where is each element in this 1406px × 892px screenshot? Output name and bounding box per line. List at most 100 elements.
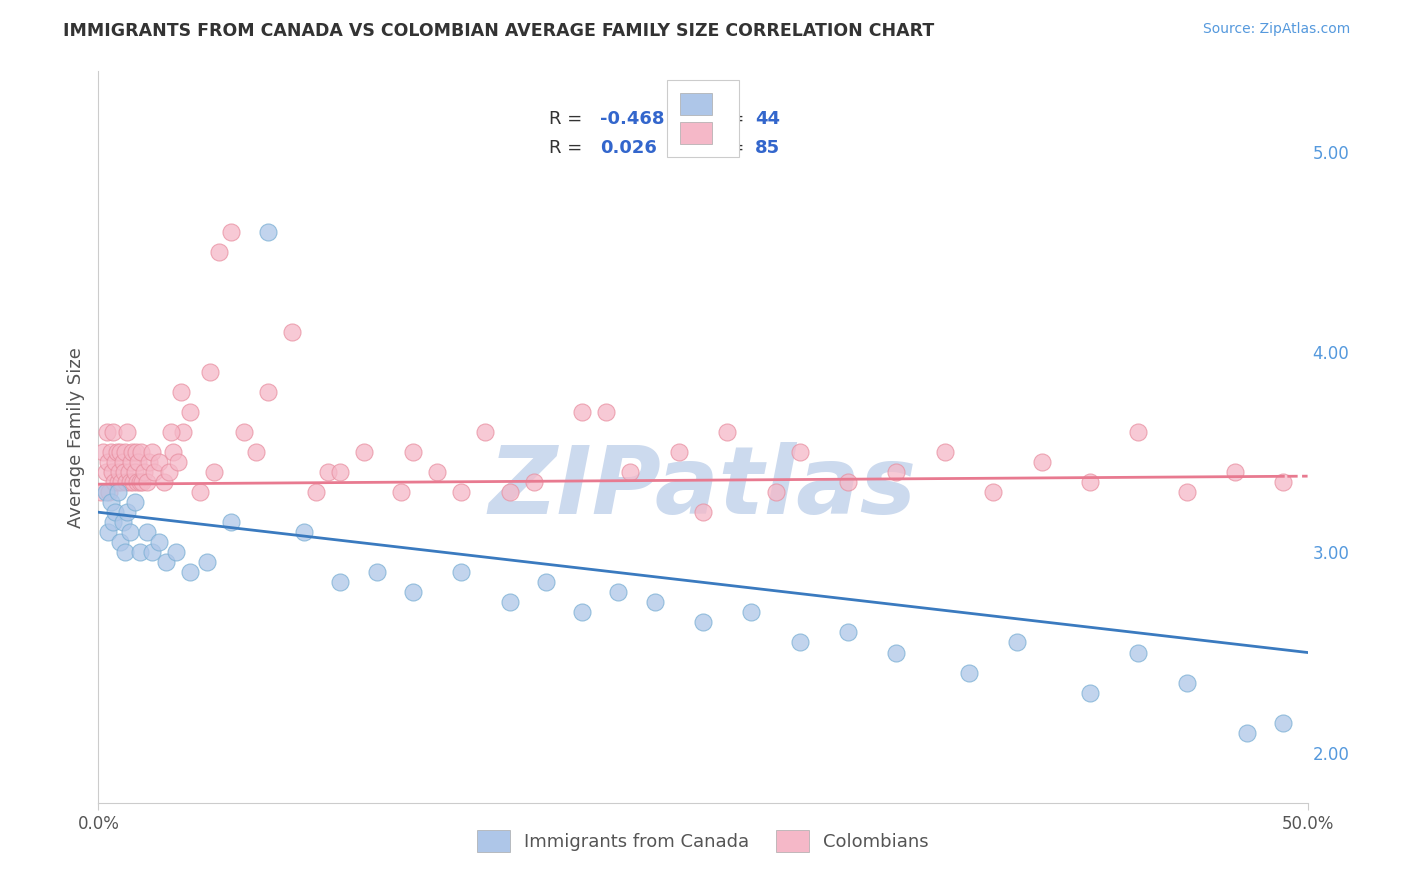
- Point: [124, 495, 146, 509]
- Point: [172, 425, 194, 439]
- Point: [121, 445, 143, 459]
- Point: [981, 485, 1004, 500]
- Point: [107, 475, 129, 490]
- Point: [148, 535, 170, 549]
- Point: [128, 545, 150, 559]
- Point: [167, 455, 190, 469]
- Point: [114, 445, 136, 459]
- Point: [125, 445, 148, 459]
- Point: [644, 595, 666, 609]
- Point: [195, 555, 218, 569]
- Point: [114, 545, 136, 559]
- Point: [117, 505, 139, 519]
- Y-axis label: Average Family Size: Average Family Size: [66, 347, 84, 527]
- Point: [104, 505, 127, 519]
- Point: [595, 405, 617, 419]
- Point: [152, 475, 174, 490]
- Point: [740, 606, 762, 620]
- Point: [104, 455, 127, 469]
- Point: [498, 595, 520, 609]
- Point: [1128, 646, 1150, 660]
- Point: [765, 485, 787, 500]
- Point: [1223, 465, 1246, 479]
- Point: [90, 485, 112, 500]
- Point: [138, 455, 160, 469]
- Point: [329, 465, 352, 479]
- Text: -0.468: -0.468: [600, 110, 665, 128]
- Point: [692, 615, 714, 630]
- Point: [101, 425, 124, 439]
- Point: [118, 465, 141, 479]
- Point: [110, 475, 132, 490]
- Text: N =: N =: [710, 139, 751, 157]
- Point: [97, 455, 120, 469]
- Point: [402, 585, 425, 599]
- Point: [281, 325, 304, 339]
- Point: [115, 475, 138, 490]
- Point: [120, 455, 142, 469]
- Point: [108, 465, 131, 479]
- Point: [450, 485, 472, 500]
- Point: [91, 445, 114, 459]
- Point: [789, 635, 811, 649]
- Point: [100, 465, 122, 479]
- Text: 0.026: 0.026: [600, 139, 657, 157]
- Point: [98, 485, 121, 500]
- Text: Source: ZipAtlas.com: Source: ZipAtlas.com: [1202, 22, 1350, 37]
- Point: [107, 485, 129, 500]
- Point: [1031, 455, 1053, 469]
- Text: 85: 85: [755, 139, 780, 157]
- Point: [245, 445, 267, 459]
- Point: [1175, 675, 1198, 690]
- Legend: Immigrants from Canada, Colombians: Immigrants from Canada, Colombians: [463, 816, 943, 867]
- Point: [155, 555, 177, 569]
- Point: [188, 485, 211, 500]
- Point: [105, 445, 128, 459]
- Point: [160, 425, 183, 439]
- Point: [221, 515, 243, 529]
- Point: [1007, 635, 1029, 649]
- Point: [232, 425, 254, 439]
- Point: [169, 384, 191, 399]
- Point: [474, 425, 496, 439]
- Point: [96, 425, 118, 439]
- Point: [111, 455, 134, 469]
- Point: [1128, 425, 1150, 439]
- Point: [97, 525, 120, 540]
- Point: [208, 244, 231, 259]
- Point: [117, 425, 139, 439]
- Point: [94, 465, 117, 479]
- Point: [1272, 475, 1295, 490]
- Point: [162, 445, 184, 459]
- Point: [957, 665, 980, 680]
- Point: [198, 365, 221, 379]
- Point: [571, 405, 593, 419]
- Point: [141, 545, 163, 559]
- Point: [118, 475, 141, 490]
- Point: [148, 455, 170, 469]
- Point: [124, 465, 146, 479]
- Point: [534, 575, 557, 590]
- Point: [179, 405, 201, 419]
- Point: [316, 465, 339, 479]
- Point: [157, 465, 180, 479]
- Point: [837, 475, 859, 490]
- Point: [94, 485, 117, 500]
- Point: [111, 515, 134, 529]
- Point: [692, 505, 714, 519]
- Point: [934, 445, 956, 459]
- Point: [118, 525, 141, 540]
- Point: [607, 585, 630, 599]
- Point: [101, 515, 124, 529]
- Point: [837, 625, 859, 640]
- Text: R =: R =: [550, 110, 589, 128]
- Point: [131, 475, 153, 490]
- Point: [165, 545, 187, 559]
- Point: [668, 445, 690, 459]
- Point: [179, 566, 201, 580]
- Point: [100, 445, 122, 459]
- Point: [366, 566, 388, 580]
- Point: [292, 525, 315, 540]
- Point: [789, 445, 811, 459]
- Point: [426, 465, 449, 479]
